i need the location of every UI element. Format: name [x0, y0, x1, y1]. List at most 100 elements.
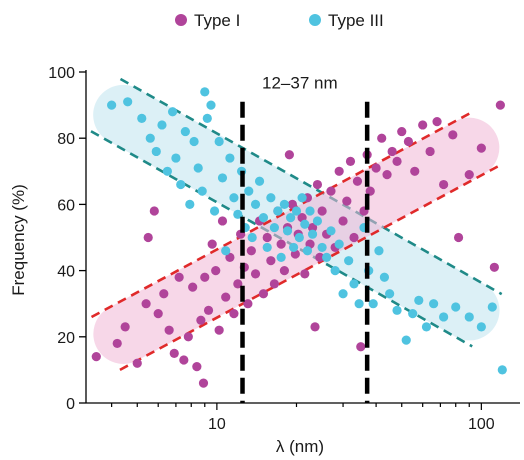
point-type-iii-15 — [200, 87, 210, 97]
point-type-i-42 — [284, 150, 294, 160]
point-type-iii-45 — [302, 246, 313, 256]
point-type-iii-32 — [262, 242, 272, 253]
point-type-i-43 — [287, 199, 297, 209]
point-type-i-70 — [382, 170, 392, 180]
point-type-i-30 — [243, 299, 253, 309]
point-type-i-19 — [203, 305, 214, 315]
y-tick-label-20: 20 — [57, 330, 75, 347]
point-type-i-7 — [153, 309, 163, 319]
point-type-iii-39 — [285, 213, 296, 223]
point-type-iii-2 — [137, 113, 147, 123]
point-type-iii-18 — [209, 206, 220, 216]
point-type-iii-53 — [334, 239, 344, 249]
point-type-iii-66 — [408, 309, 418, 319]
point-type-iii-10 — [180, 126, 190, 137]
point-type-i-80 — [448, 130, 458, 140]
point-type-i-9 — [164, 325, 174, 335]
band-type-iii-edge-upper — [119, 77, 503, 296]
point-type-i-4 — [141, 299, 151, 309]
point-type-iii-20 — [217, 173, 228, 183]
point-type-i-78 — [432, 117, 442, 127]
point-type-i-76 — [418, 120, 428, 130]
point-type-iii-42 — [294, 232, 304, 243]
point-type-i-20 — [207, 239, 217, 249]
point-type-iii-12 — [189, 136, 199, 147]
point-type-i-84 — [489, 262, 499, 272]
point-type-iii-71 — [451, 302, 461, 312]
point-type-i-68 — [371, 163, 381, 173]
point-type-i-6 — [149, 206, 159, 216]
y-tick-label-40: 40 — [57, 264, 75, 281]
point-type-iii-47 — [307, 229, 318, 239]
point-type-iii-22 — [225, 153, 235, 163]
point-type-i-2 — [120, 322, 130, 332]
point-type-iii-74 — [487, 302, 497, 312]
point-type-i-63 — [352, 176, 363, 186]
point-type-iii-3 — [145, 133, 155, 143]
point-type-iii-27 — [244, 186, 254, 196]
point-type-i-79 — [439, 179, 449, 190]
point-type-iii-6 — [162, 166, 172, 176]
point-type-iii-21 — [221, 246, 231, 256]
point-type-i-51 — [310, 322, 320, 332]
point-type-iii-69 — [429, 299, 439, 309]
point-type-iii-67 — [414, 295, 424, 305]
data-points — [91, 87, 507, 388]
point-type-i-25 — [225, 252, 235, 262]
point-type-i-5 — [143, 232, 153, 243]
point-type-i-22 — [214, 325, 224, 335]
point-type-iii-28 — [247, 232, 257, 243]
point-type-iii-29 — [250, 199, 261, 209]
point-type-iii-17 — [206, 100, 216, 110]
y-tick-label-80: 80 — [57, 131, 75, 148]
point-type-i-67 — [365, 186, 375, 196]
point-type-iii-7 — [167, 107, 178, 117]
point-type-i-73 — [397, 126, 407, 137]
point-type-i-23 — [217, 216, 228, 226]
point-type-iii-33 — [266, 193, 276, 203]
y-tick-label-0: 0 — [66, 396, 75, 413]
point-type-iii-13 — [193, 163, 203, 173]
axes: 0 20 40 60 80 100 10 100 — [48, 65, 520, 433]
point-type-i-54 — [317, 206, 327, 216]
point-type-i-81 — [453, 232, 464, 243]
point-type-iii-0 — [107, 100, 117, 110]
point-type-iii-35 — [273, 206, 283, 216]
point-type-i-16 — [196, 315, 206, 325]
point-type-iii-8 — [171, 153, 181, 163]
point-type-i-82 — [464, 170, 474, 180]
point-type-iii-41 — [291, 206, 302, 216]
point-type-iii-38 — [282, 226, 293, 236]
point-type-iii-30 — [254, 176, 265, 186]
y-tick-label-100: 100 — [48, 65, 75, 82]
y-axis-title: Frequency (%) — [9, 184, 28, 295]
point-type-iii-9 — [176, 179, 186, 190]
point-type-i-17 — [198, 378, 209, 388]
x-axis-title: λ (nm) — [276, 437, 324, 456]
point-type-iii-36 — [276, 252, 286, 262]
point-type-i-21 — [211, 266, 221, 276]
trend-bands — [90, 77, 503, 371]
point-type-i-27 — [233, 279, 243, 289]
point-type-i-35 — [262, 232, 272, 243]
point-type-iii-70 — [439, 312, 449, 322]
point-type-i-12 — [179, 355, 189, 365]
point-type-iii-48 — [312, 216, 323, 226]
point-type-i-13 — [183, 332, 193, 342]
point-type-i-62 — [349, 232, 359, 243]
point-type-i-83 — [476, 143, 486, 153]
point-type-iii-4 — [151, 146, 161, 157]
point-type-i-56 — [326, 186, 336, 196]
point-type-i-32 — [250, 269, 261, 279]
point-type-i-39 — [276, 239, 286, 249]
point-type-iii-56 — [349, 279, 359, 289]
point-type-i-71 — [387, 146, 397, 157]
point-type-iii-72 — [464, 312, 474, 322]
point-type-iii-31 — [258, 213, 269, 223]
point-type-i-72 — [392, 156, 402, 166]
point-type-iii-43 — [297, 193, 307, 203]
point-type-iii-75 — [497, 365, 507, 375]
point-type-i-31 — [246, 246, 256, 256]
range-annotation: 12–37 nm — [262, 74, 338, 93]
point-type-i-52 — [312, 179, 323, 190]
